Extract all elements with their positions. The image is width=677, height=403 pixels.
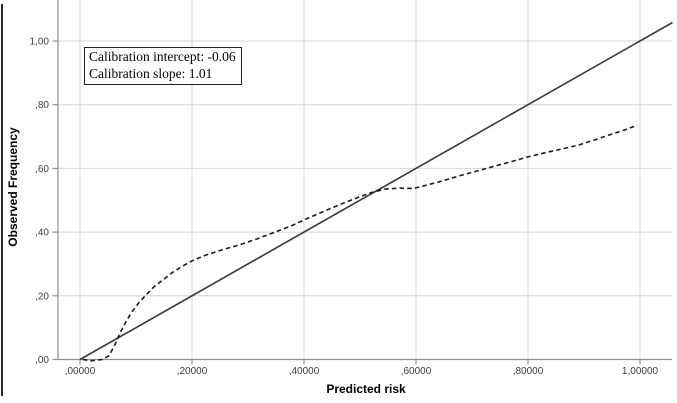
x-tick-label: ,40000	[289, 366, 320, 377]
ideal-line	[79, 21, 673, 361]
y-axis-title: Observed Frequency	[6, 127, 20, 247]
y-tick-label: ,80	[35, 100, 49, 111]
x-axis-title: Predicted risk	[326, 382, 406, 396]
y-tick-label: ,40	[35, 228, 49, 239]
x-tick-label: ,00000	[65, 366, 96, 377]
annotation-slope-text: Calibration slope: 1.01	[89, 65, 213, 81]
y-tick-label: ,60	[35, 164, 49, 175]
y-tick-label: 1,00	[30, 37, 50, 48]
annotation-box: Calibration intercept: -0.06 Calibration…	[84, 47, 242, 85]
annotation-intercept-text: Calibration intercept: -0.06	[89, 49, 236, 64]
x-tick-label: ,80000	[513, 366, 544, 377]
y-tick-label: ,00	[35, 355, 49, 366]
x-tick-label: ,20000	[177, 366, 208, 377]
figure-edge-line	[1, 4, 3, 396]
calibration-curve	[82, 124, 638, 362]
x-tick-label: 1,00000	[622, 366, 659, 377]
x-tick-label: ,60000	[401, 366, 432, 377]
y-tick-label: ,20	[35, 291, 49, 302]
